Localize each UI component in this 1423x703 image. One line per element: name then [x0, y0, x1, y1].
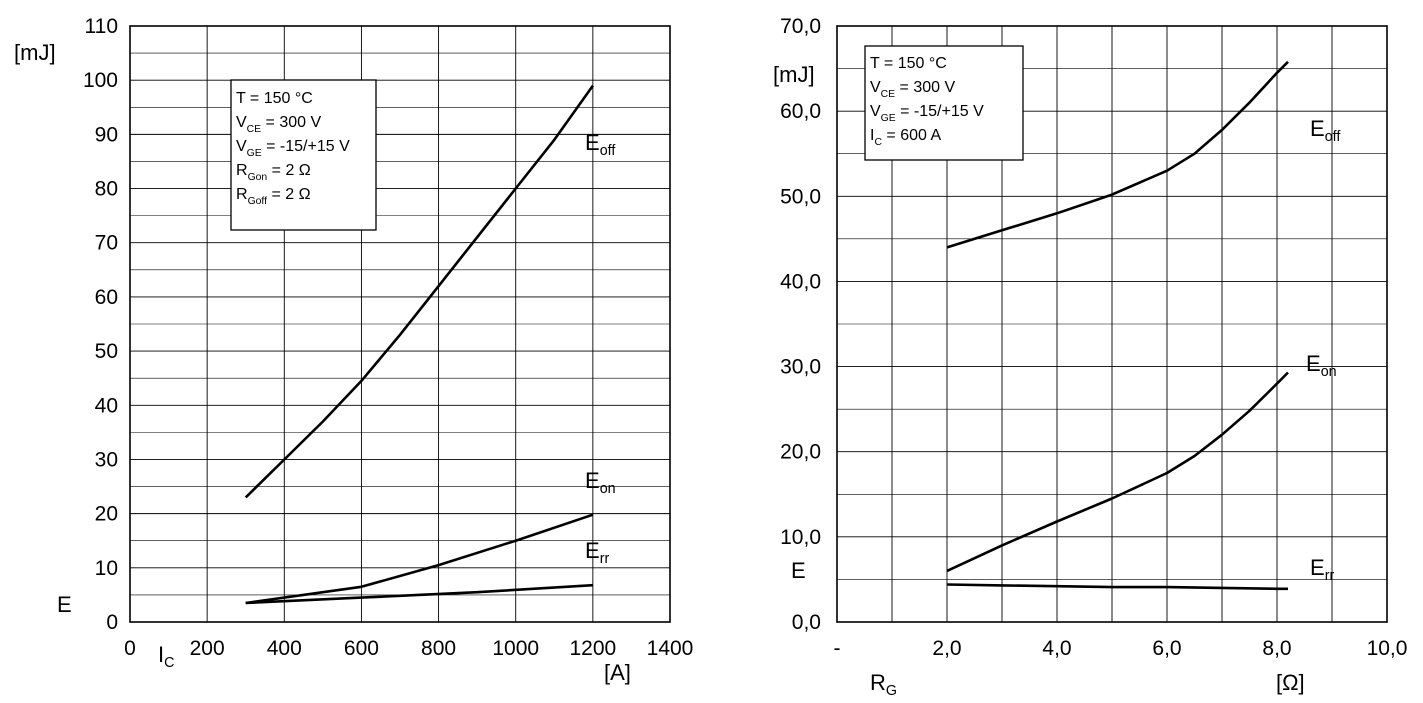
condition-text: VGE = -15/+15 V — [236, 138, 350, 159]
conditions-box — [864, 45, 1024, 161]
x-tick-label: 200 — [190, 637, 225, 660]
y-tick-label: 30 — [95, 448, 118, 471]
y-unit-label: [mJ] — [773, 62, 815, 87]
series-line-off — [946, 60, 1289, 249]
y-tick-label: 40,0 — [780, 270, 821, 293]
y-tick-label: 90 — [95, 123, 118, 146]
y-tick-label: 30,0 — [780, 356, 821, 379]
plot-frame — [836, 25, 1388, 623]
y-tick-label: 110 — [85, 15, 118, 38]
x-tick-label: 1400 — [647, 637, 694, 660]
y-tick-label: 70 — [95, 232, 118, 255]
x-tick-label: 600 — [344, 637, 379, 660]
y-tick-label: 0,0 — [792, 611, 821, 634]
series-line-off — [244, 84, 594, 499]
x-tick-label: 4,0 — [1042, 637, 1071, 660]
y-tick-label: 60 — [95, 286, 118, 309]
condition-text: RGon = 2 Ω — [236, 162, 311, 183]
x-tick-label: 800 — [421, 637, 456, 660]
condition-text: T = 150 °C — [870, 55, 947, 72]
y-axis-label: E — [791, 558, 806, 583]
condition-text: T = 150 °C — [236, 90, 313, 107]
chart-energy-vs-gate-resistance: 0,0 10,0 20,0 30,0 40,0 50,0 60,0 70,0 - 2,0 4,0 6,… — [773, 15, 1407, 699]
y-tick-label: 40 — [95, 394, 118, 417]
y-tick-label: 10,0 — [780, 526, 821, 549]
x-axis-label: RG — [870, 670, 897, 699]
x-tick-label: 6,0 — [1152, 637, 1181, 660]
y-tick-label: 20,0 — [780, 441, 821, 464]
series-line-rr — [245, 583, 593, 605]
series-line-rr — [946, 583, 1288, 591]
x-tick-label: 1200 — [569, 637, 616, 660]
series-label-rr: Err — [1310, 555, 1334, 584]
y-tick-label: 80 — [95, 178, 118, 201]
x-axis-label: IC — [158, 642, 174, 671]
y-tick-label: 50 — [95, 340, 118, 363]
condition-text: VGE = -15/+15 V — [870, 103, 984, 124]
y-unit-label: [mJ] — [14, 40, 56, 65]
series-line-on — [245, 513, 594, 605]
y-tick-label: 100 — [83, 69, 118, 92]
series-label-on: Eon — [1306, 351, 1337, 380]
condition-text: RGoff = 2 Ω — [236, 186, 311, 207]
series-label-off: Eoff — [1310, 116, 1340, 145]
y-axis-label: E — [57, 592, 72, 617]
y-tick-label: 0 — [106, 611, 118, 634]
x-tick-label: 400 — [267, 637, 302, 660]
series-label-rr: Err — [585, 538, 609, 567]
y-tick-label: 20 — [95, 503, 118, 526]
y-tick-label: 10 — [95, 557, 118, 580]
y-tick-label: 70,0 — [780, 15, 821, 38]
x-tick-label: 2,0 — [932, 637, 961, 660]
x-tick-label: 8,0 — [1262, 637, 1291, 660]
condition-text: IC = 600 A — [870, 127, 941, 148]
conditions-box — [230, 79, 377, 231]
series-line-on — [946, 371, 1289, 573]
series-label-on: Eon — [585, 468, 616, 497]
y-tick-label: 50,0 — [780, 185, 821, 208]
y-tick-label: 60,0 — [780, 100, 821, 123]
x-tick-label: - — [834, 637, 841, 660]
x-unit-label: [Ω] — [1276, 670, 1305, 695]
chart-energy-vs-collector-current: 0 10 20 30 40 50 60 70 80 90 100 110 0 200 400 600 800 10… — [14, 15, 693, 685]
plot-frame — [129, 25, 671, 623]
condition-text: VCE = 300 V — [236, 114, 321, 135]
x-tick-label: 1000 — [492, 637, 539, 660]
series-label-off: Eoff — [585, 130, 615, 159]
condition-text: VCE = 300 V — [870, 79, 955, 100]
x-tick-label: 10,0 — [1367, 637, 1408, 660]
x-tick-label: 0 — [124, 637, 136, 660]
x-unit-label: [A] — [604, 660, 631, 685]
